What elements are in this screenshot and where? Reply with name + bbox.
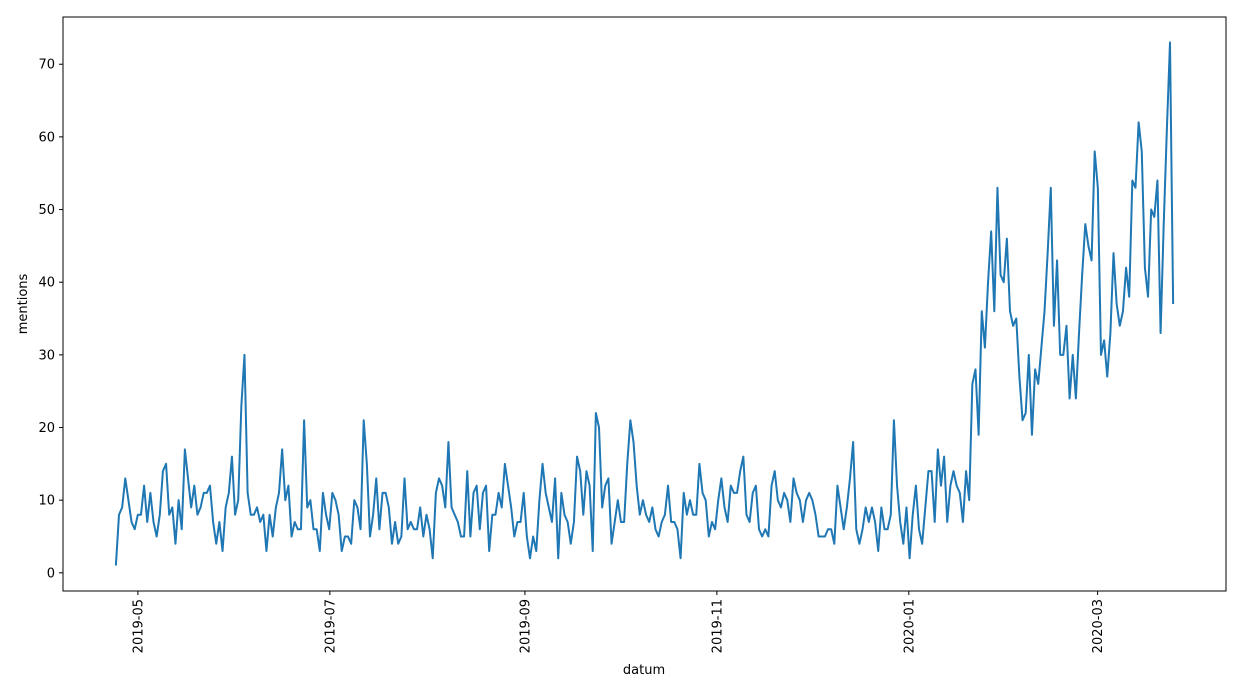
y-axis: 0 10 20 30 40 50 60 70 (38, 58, 63, 581)
x-tick-label: 2019-11 (710, 599, 725, 653)
x-tick-label: 2020-01 (902, 599, 917, 653)
x-tick-label: 2019-07 (323, 599, 338, 653)
x-axis-title: datum (623, 663, 665, 678)
x-tick-label: 2019-05 (131, 599, 146, 653)
plot-frame (62, 16, 1227, 592)
y-tick-label: 0 (47, 566, 55, 581)
y-tick-label: 40 (38, 276, 55, 291)
y-tick-label: 50 (38, 203, 55, 218)
y-tick-label: 30 (38, 348, 55, 363)
x-tick-label: 2019-09 (518, 599, 533, 653)
y-tick-label: 70 (38, 58, 55, 73)
x-axis: 2019-05 2019-07 2019-09 2019-11 2020-01 2020-… (131, 591, 1106, 653)
x-tick-label: 2020-03 (1091, 599, 1106, 653)
y-axis-title: mentions (16, 273, 31, 334)
y-tick-label: 10 (38, 494, 55, 509)
y-tick-label: 20 (38, 421, 55, 436)
mentions-series-line (114, 41, 1175, 566)
plot-area (63, 17, 1226, 591)
y-tick-label: 60 (38, 130, 55, 145)
